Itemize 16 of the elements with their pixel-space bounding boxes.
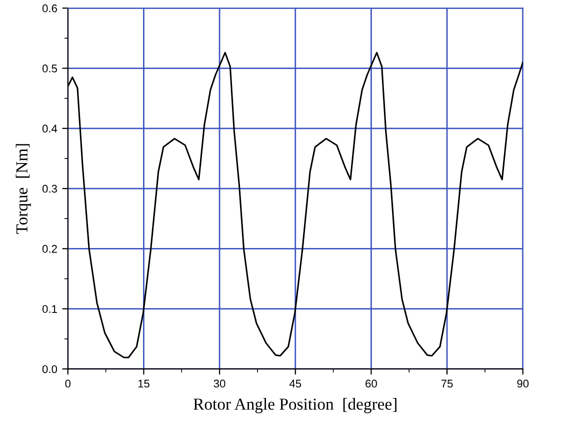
y-tick-label: 0.0 <box>42 365 58 374</box>
x-tick-label: 0 <box>65 380 71 388</box>
x-tick-label: 90 <box>517 380 529 388</box>
x-tick-label: 75 <box>441 380 453 388</box>
x-axis-title: Rotor Angle Position [degree] <box>194 398 396 414</box>
x-tick-label: 30 <box>214 380 226 388</box>
y-axis-title: Torque [Nm] <box>16 144 31 234</box>
y-tick-label: 0.6 <box>42 4 57 12</box>
y-tick-label: 0.2 <box>42 244 57 253</box>
x-tick-label: 15 <box>138 380 150 388</box>
y-tick-label: 0.5 <box>42 64 57 72</box>
y-tick-label: 0.3 <box>42 184 57 193</box>
x-tick-label: 60 <box>366 380 377 388</box>
x-tick-label: 45 <box>289 380 302 388</box>
y-tick-label: 0.4 <box>42 124 58 133</box>
y-tick-label: 0.1 <box>42 305 57 313</box>
